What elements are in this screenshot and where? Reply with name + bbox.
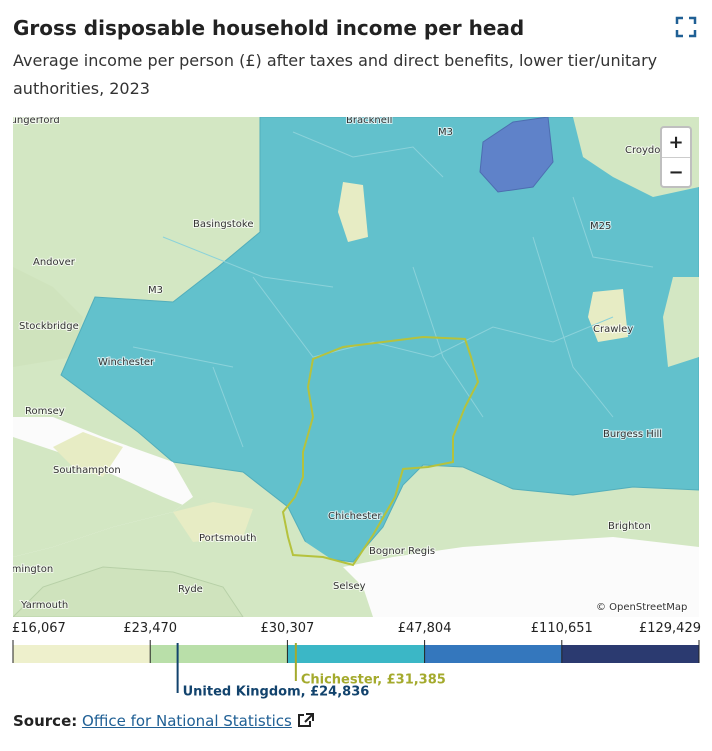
land-patch xyxy=(13,267,83,367)
legend-bin xyxy=(424,645,562,663)
region-yellow xyxy=(338,182,368,242)
region-yellow xyxy=(173,502,253,542)
region-yellow xyxy=(53,432,123,477)
place-label: M3 xyxy=(438,127,453,138)
place-label: Croydon xyxy=(625,145,667,156)
place-label: Bognor Regis xyxy=(369,546,435,557)
place-label: Stockbridge xyxy=(19,321,79,332)
place-label: Basingstoke xyxy=(193,219,254,230)
place-label: Crawley xyxy=(593,324,633,335)
place-label: Ryde xyxy=(178,584,203,595)
place-label: Portsmouth xyxy=(199,533,257,544)
legend: £16,067 £23,470 £30,307 £47,804 £110,651 £129… xyxy=(12,621,701,700)
chichester-outline xyxy=(281,335,480,567)
expand-button[interactable] xyxy=(675,16,697,38)
source-link[interactable]: Office for National Statistics xyxy=(82,712,292,730)
attribution: © OpenStreetMap xyxy=(596,602,687,613)
legend-label: £23,470 xyxy=(123,621,177,636)
place-label: Hungerford xyxy=(13,117,60,126)
zoom-in[interactable]: + xyxy=(668,132,684,153)
legend-bin xyxy=(13,645,151,663)
place-label: Selsey xyxy=(333,581,366,592)
source-label: Source: xyxy=(13,712,78,730)
place-label: Andover xyxy=(33,257,76,268)
place-label: Yarmouth xyxy=(20,600,68,611)
legend-label: £110,651 xyxy=(531,621,593,636)
zoom-out[interactable]: − xyxy=(662,157,690,187)
legend-marker-label: United Kingdom, £24,836 xyxy=(183,685,370,700)
place-label: Bracknell xyxy=(346,117,392,126)
zoom-controls: + − xyxy=(660,126,692,188)
legend-label: £129,429 xyxy=(639,621,701,636)
legend-bin xyxy=(287,645,425,663)
legend-marker-label: Chichester, £31,385 xyxy=(301,673,446,688)
subtitle: Average income per person (£) after taxe… xyxy=(13,51,658,98)
map: Hungerford Bracknell M3 Croydon Basingst… xyxy=(13,117,699,617)
place-label: Southampton xyxy=(53,465,121,476)
place-label: Winchester xyxy=(98,357,155,368)
legend-label: £30,307 xyxy=(261,621,315,636)
boundaries xyxy=(132,131,654,448)
place-label: Lymington xyxy=(13,564,53,575)
title: Gross disposable household income per he… xyxy=(13,16,525,40)
place-label: M25 xyxy=(590,221,611,232)
place-label: Romsey xyxy=(25,406,65,417)
external-link-icon xyxy=(297,713,314,727)
region-blue xyxy=(479,117,554,193)
legend-label: £16,067 xyxy=(12,621,66,636)
region-yellow xyxy=(588,289,628,342)
legend-label: £47,804 xyxy=(398,621,452,636)
region-green xyxy=(663,277,699,367)
source: Source: Office for National Statistics xyxy=(13,712,315,730)
legend-bin xyxy=(561,645,699,663)
place-label: Burgess Hill xyxy=(603,429,662,440)
legend-bin xyxy=(150,645,288,663)
island xyxy=(13,566,244,617)
place-label: Chichester xyxy=(328,511,382,522)
place-label: M3 xyxy=(148,285,163,296)
place-label: Brighton xyxy=(608,521,651,532)
